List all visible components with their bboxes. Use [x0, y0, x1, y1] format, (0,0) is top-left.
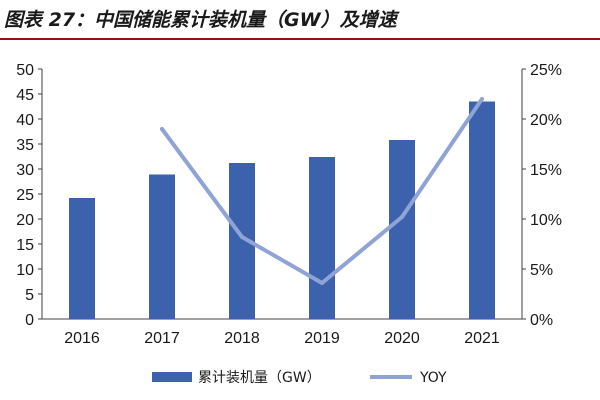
- yoy-point-2021: [480, 97, 484, 101]
- bar-cumulative-2017: [149, 174, 175, 319]
- tick-labels-layer: 0 5 10 15 20 25 30 35 40 45 50 0% 5% 10% 15% 20% 25% 2016…: [16, 62, 562, 347]
- chart-title: 图表 27：中国储能累计装机量（GW）及增速: [4, 9, 397, 31]
- y-right-tick-label: 10%: [530, 212, 562, 229]
- bar-cumulative-2016: [69, 198, 95, 319]
- yoy-point-2018: [240, 235, 244, 239]
- legend-label-yoy: YOY: [419, 370, 447, 386]
- bar-cumulative-2021: [469, 101, 495, 319]
- y-left-tick-label: 20: [16, 212, 34, 229]
- y-left-tick-label: 15: [16, 237, 34, 254]
- x-tick-label: 2020: [384, 330, 420, 347]
- y-left-tick-label: 40: [16, 112, 34, 129]
- y-right-tick-label: 5%: [530, 262, 553, 279]
- y-right-tick-label: 0%: [530, 312, 553, 329]
- y-left-tick-label: 5: [25, 287, 34, 304]
- bar-cumulative-2019: [309, 157, 335, 319]
- y-right-tick-label: 25%: [530, 62, 562, 79]
- y-left-tick-label: 35: [16, 137, 34, 154]
- yoy-line-layer: [160, 97, 484, 285]
- legend-swatch-cumulative: [152, 372, 192, 382]
- y-left-tick-label: 10: [16, 262, 34, 279]
- x-tick-label: 2019: [304, 330, 340, 347]
- yoy-point-2019: [320, 281, 324, 285]
- x-tick-label: 2018: [224, 330, 260, 347]
- bar-cumulative-2020: [389, 140, 415, 319]
- x-tick-label: 2016: [64, 330, 100, 347]
- x-tick-label: 2017: [144, 330, 180, 347]
- yoy-point-2020: [400, 215, 404, 219]
- bars-layer: [69, 101, 495, 319]
- yoy-point-2017: [160, 127, 164, 131]
- y-left-tick-label: 25: [16, 187, 34, 204]
- y-right-tick-label: 15%: [530, 162, 562, 179]
- y-right-tick-label: 20%: [530, 112, 562, 129]
- y-left-tick-label: 30: [16, 162, 34, 179]
- y-left-tick-label: 45: [16, 87, 34, 104]
- axes-layer: [38, 68, 526, 320]
- legend: 累计装机量（GW） YOY: [152, 370, 447, 386]
- title-divider: [0, 38, 600, 40]
- x-tick-label: 2021: [464, 330, 500, 347]
- legend-label-cumulative: 累计装机量（GW）: [198, 370, 321, 386]
- y-left-tick-label: 0: [25, 312, 34, 329]
- y-left-tick-label: 50: [16, 62, 34, 79]
